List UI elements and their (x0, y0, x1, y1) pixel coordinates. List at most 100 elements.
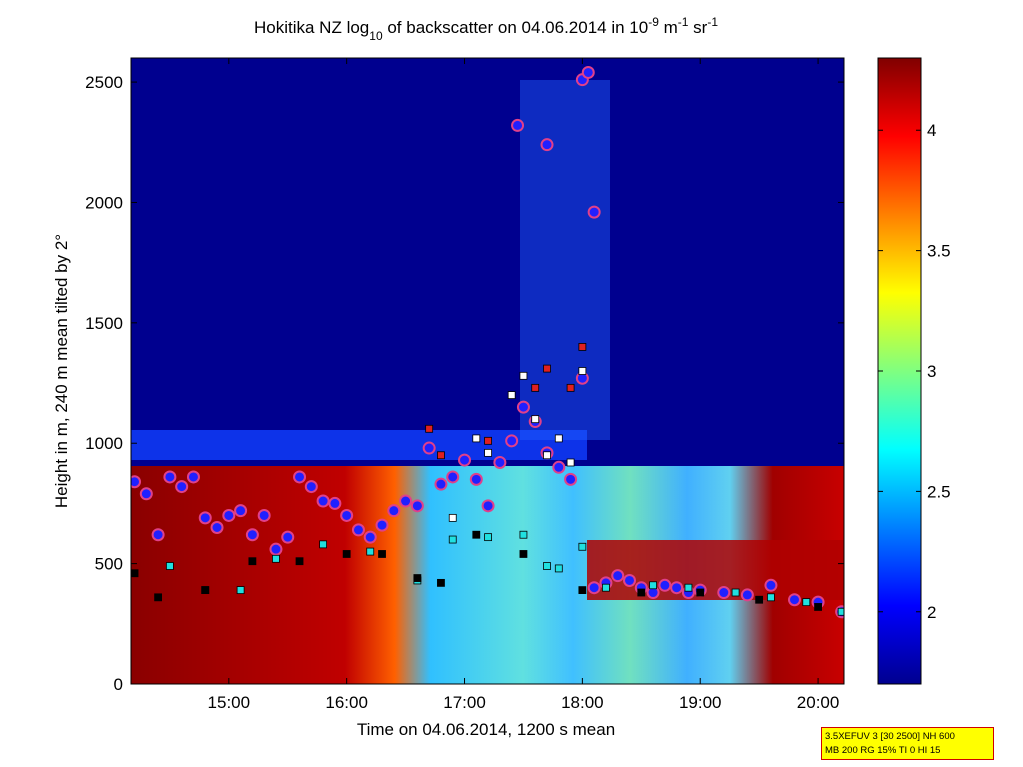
y-axis: 0 500 1000 1500 2000 2500 (85, 73, 844, 694)
x-tick-label: 15:00 (208, 693, 251, 712)
layer-square-marker (554, 564, 563, 573)
backscatter-circle-marker (363, 530, 377, 544)
heatmap-cloud-band (131, 430, 587, 460)
backscatter-circle-marker (257, 508, 271, 522)
backscatter-circle-marker (198, 511, 212, 525)
layer-square-marker (519, 371, 528, 380)
backscatter-circle-marker (587, 581, 601, 595)
backscatter-circle-marker (581, 65, 595, 79)
backscatter-circle-marker (375, 518, 389, 532)
layer-square-marker (248, 557, 257, 566)
colorbar-tick-label: 2.5 (927, 482, 951, 501)
backscatter-circle-marker (186, 470, 200, 484)
colorbar-ticks: 2 2.5 3 3.5 4 (878, 121, 951, 622)
backscatter-circle-marker (493, 455, 507, 469)
layer-square-marker (236, 586, 245, 594)
layer-square-marker (319, 540, 327, 549)
backscatter-circle-marker (328, 496, 342, 510)
layer-square-marker (696, 588, 705, 597)
backscatter-circle-marker (552, 460, 566, 474)
layer-square-marker (507, 391, 516, 399)
layer-square-marker (684, 583, 693, 592)
layer-square-marker (543, 451, 551, 460)
x-tick-label: 19:00 (679, 693, 722, 712)
heatmap-upper-plume (520, 80, 610, 440)
colorbar (877, 57, 922, 685)
backscatter-circle-marker (269, 542, 283, 556)
x-tick-label: 17:00 (443, 693, 486, 712)
layer-square-marker (519, 550, 528, 558)
y-tick-label: 0 (114, 675, 123, 694)
layer-square-marker (131, 569, 139, 578)
colorbar-tick-label: 2 (927, 603, 936, 622)
y-tick-label: 2500 (85, 73, 123, 92)
info-line-2: MB 200 RG 15% TI 0 HI 15 (825, 745, 941, 756)
y-tick-label: 500 (95, 555, 123, 574)
backscatter-circle-marker (564, 472, 578, 486)
backscatter-circle-marker (434, 477, 448, 491)
backscatter-circle-marker (481, 499, 495, 513)
layer-square-marker (366, 547, 375, 556)
layer-square-marker (437, 578, 445, 587)
backscatter-circle-marker (670, 581, 684, 595)
layer-square-marker (837, 607, 844, 616)
layer-square-marker (472, 434, 481, 443)
x-axis: 15:00 16:00 17:00 18:00 19:00 20:00 (208, 58, 840, 712)
layer-square-marker (578, 586, 587, 594)
layer-square-marker (649, 581, 657, 590)
layer-square-marker (637, 588, 646, 597)
backscatter-circle-marker (410, 499, 424, 513)
backscatter-circle-marker (316, 494, 330, 508)
layer-square-marker (201, 586, 210, 594)
backscatter-circle-marker (422, 441, 436, 455)
backscatter-circle-marker (511, 118, 525, 132)
backscatter-circle-marker (151, 528, 165, 542)
y-tick-label: 1500 (85, 314, 123, 333)
info-line-1: 3.5XEFUV 3 [30 2500] NH 600 (825, 731, 955, 742)
heatmap-right-layer (587, 540, 844, 600)
layer-square-marker (802, 598, 811, 607)
backscatter-circle-marker (623, 573, 637, 587)
marker-layer (131, 65, 844, 619)
colorbar-tick-label: 3.5 (927, 242, 951, 261)
layer-square-marker (578, 367, 587, 375)
backscatter-circle-marker (658, 578, 672, 592)
layer-square-marker (448, 513, 457, 522)
x-tick-label: 18:00 (561, 693, 604, 712)
backscatter-circle-marker (234, 504, 248, 518)
layer-square-marker (413, 574, 422, 582)
layer-square-marker (165, 562, 174, 570)
layer-square-marker (342, 550, 351, 558)
layer-square-marker (154, 593, 163, 602)
x-axis-label: Time on 04.06.2014, 1200 s mean (357, 720, 615, 739)
backscatter-circle-marker (788, 593, 802, 607)
y-tick-label: 1000 (85, 434, 123, 453)
layer-square-marker (554, 434, 563, 443)
layer-square-marker (578, 343, 587, 351)
backscatter-circle-marker (222, 508, 236, 522)
backscatter-circle-marker (340, 508, 354, 522)
backscatter-circle-marker (399, 494, 413, 508)
backscatter-circle-marker (587, 205, 601, 219)
backscatter-circle-marker (163, 470, 177, 484)
layer-square-marker (543, 562, 551, 570)
layer-square-marker (566, 383, 575, 392)
colorbar-tick-label: 4 (927, 121, 936, 140)
layer-square-marker (578, 542, 587, 551)
backscatter-circle-marker (281, 530, 295, 544)
backscatter-circle-marker (210, 521, 224, 534)
x-tick-label: 16:00 (325, 693, 368, 712)
layer-square-marker (566, 458, 575, 467)
backscatter-circle-marker (611, 569, 625, 583)
backscatter-circle-marker (740, 588, 754, 602)
chart-title: Hokitika NZ log10 of backscatter on 04.0… (254, 15, 718, 43)
backscatter-circle-marker (139, 487, 153, 501)
y-tick-label: 2000 (85, 193, 123, 212)
layer-square-marker (484, 533, 492, 542)
layer-square-marker (437, 451, 445, 460)
x-tick-label: 20:00 (797, 693, 840, 712)
colorbar-tick-label: 3 (927, 362, 936, 381)
backscatter-circle-marker (717, 586, 731, 600)
layer-square-marker (484, 436, 492, 445)
